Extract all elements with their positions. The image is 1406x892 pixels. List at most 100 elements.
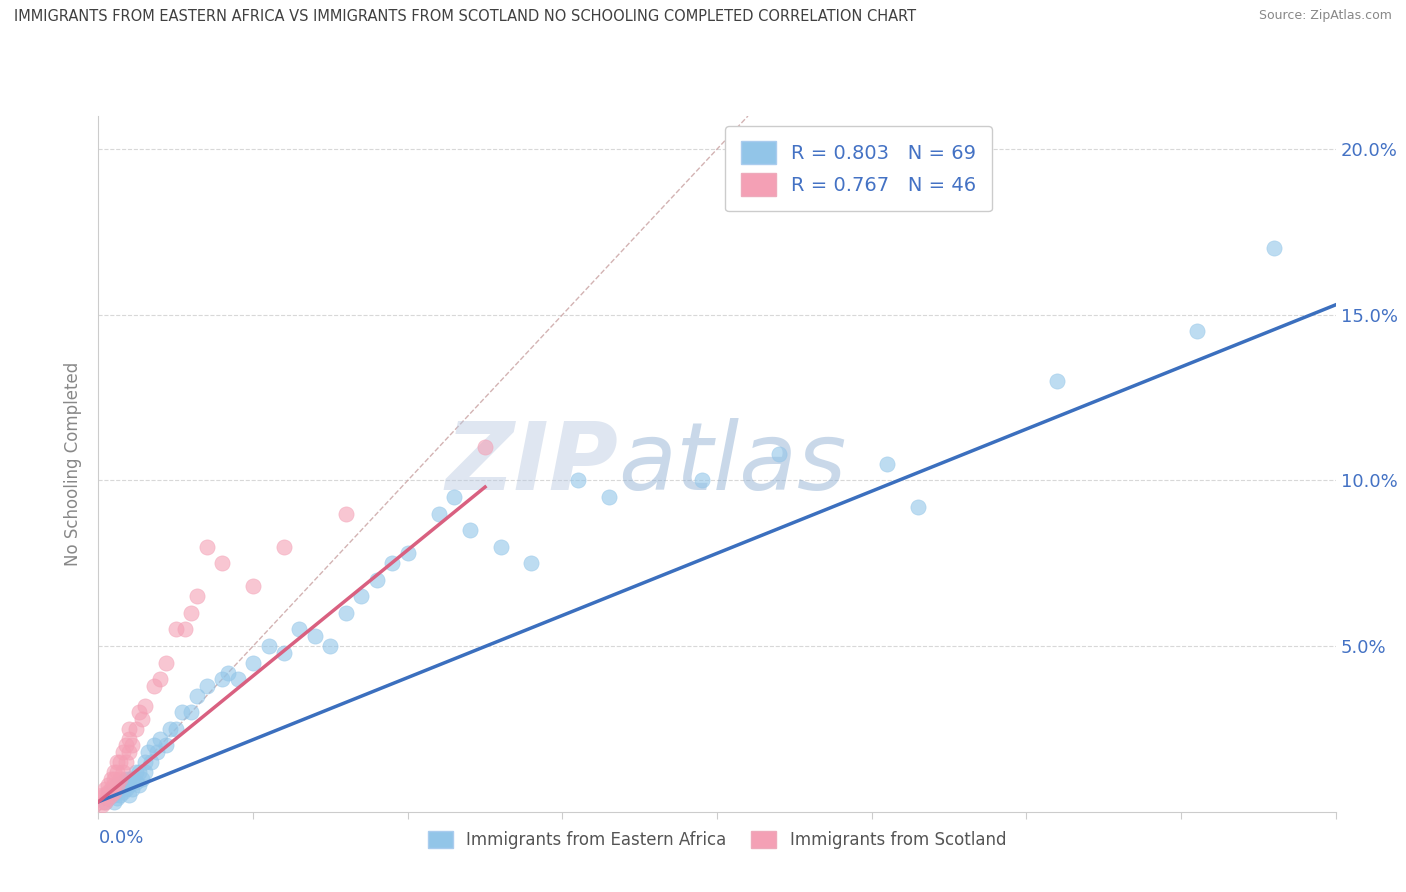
Point — [768, 447, 790, 461]
Point — [100, 772, 122, 786]
Point — [1263, 242, 1285, 256]
Point — [93, 795, 115, 809]
Point — [335, 507, 357, 521]
Text: ZIP: ZIP — [446, 417, 619, 510]
Point — [128, 778, 150, 792]
Text: IMMIGRANTS FROM EASTERN AFRICA VS IMMIGRANTS FROM SCOTLAND NO SCHOOLING COMPLETE: IMMIGRANTS FROM EASTERN AFRICA VS IMMIGR… — [14, 9, 917, 24]
Point — [273, 540, 295, 554]
Legend: Immigrants from Eastern Africa, Immigrants from Scotland: Immigrants from Eastern Africa, Immigran… — [422, 824, 1012, 855]
Point — [136, 745, 159, 759]
Point — [124, 764, 146, 779]
Point — [458, 523, 481, 537]
Point — [396, 546, 419, 560]
Point — [100, 781, 122, 796]
Point — [242, 579, 264, 593]
Point — [170, 706, 193, 720]
Point — [304, 629, 326, 643]
Point — [217, 665, 239, 680]
Point — [97, 791, 120, 805]
Point — [319, 639, 342, 653]
Point — [165, 623, 187, 637]
Point — [128, 764, 150, 779]
Point — [273, 646, 295, 660]
Point — [97, 785, 120, 799]
Point — [211, 672, 233, 686]
Point — [124, 722, 146, 736]
Point — [128, 706, 150, 720]
Point — [105, 791, 128, 805]
Point — [149, 731, 172, 746]
Point — [1046, 374, 1069, 388]
Point — [90, 795, 112, 809]
Point — [100, 788, 122, 802]
Point — [165, 722, 187, 736]
Y-axis label: No Schooling Completed: No Schooling Completed — [65, 362, 83, 566]
Point — [186, 689, 208, 703]
Point — [474, 440, 496, 454]
Point — [90, 798, 112, 813]
Point — [226, 672, 249, 686]
Point — [97, 791, 120, 805]
Text: 0.0%: 0.0% — [98, 830, 143, 847]
Point — [174, 623, 197, 637]
Point — [112, 745, 135, 759]
Point — [195, 540, 218, 554]
Point — [907, 500, 929, 514]
Point — [108, 788, 131, 802]
Point — [134, 764, 156, 779]
Point — [93, 788, 115, 802]
Point — [155, 739, 177, 753]
Point — [350, 590, 373, 604]
Point — [159, 722, 181, 736]
Point — [134, 698, 156, 713]
Point — [180, 606, 202, 620]
Point — [115, 772, 138, 786]
Point — [115, 755, 138, 769]
Point — [103, 781, 125, 796]
Point — [115, 781, 138, 796]
Point — [103, 764, 125, 779]
Point — [93, 781, 115, 796]
Point — [124, 775, 146, 789]
Point — [115, 739, 138, 753]
Point — [118, 778, 141, 792]
Point — [143, 679, 166, 693]
Point — [100, 785, 122, 799]
Point — [288, 623, 311, 637]
Point — [489, 540, 512, 554]
Point — [690, 474, 713, 488]
Point — [105, 764, 128, 779]
Point — [366, 573, 388, 587]
Point — [97, 778, 120, 792]
Point — [180, 706, 202, 720]
Point — [112, 775, 135, 789]
Point — [97, 788, 120, 802]
Point — [118, 731, 141, 746]
Point — [118, 745, 141, 759]
Point — [108, 755, 131, 769]
Point — [93, 795, 115, 809]
Point — [103, 788, 125, 802]
Point — [108, 772, 131, 786]
Point — [90, 788, 112, 802]
Point — [121, 739, 143, 753]
Point — [143, 739, 166, 753]
Point — [155, 656, 177, 670]
Point — [443, 490, 465, 504]
Point — [242, 656, 264, 670]
Point — [121, 781, 143, 796]
Point — [131, 712, 153, 726]
Point — [103, 772, 125, 786]
Point — [108, 781, 131, 796]
Point — [139, 755, 162, 769]
Point — [876, 457, 898, 471]
Point — [520, 556, 543, 570]
Point — [149, 672, 172, 686]
Point — [427, 507, 450, 521]
Point — [211, 556, 233, 570]
Point — [567, 474, 589, 488]
Point — [335, 606, 357, 620]
Point — [134, 755, 156, 769]
Point — [118, 788, 141, 802]
Point — [131, 772, 153, 786]
